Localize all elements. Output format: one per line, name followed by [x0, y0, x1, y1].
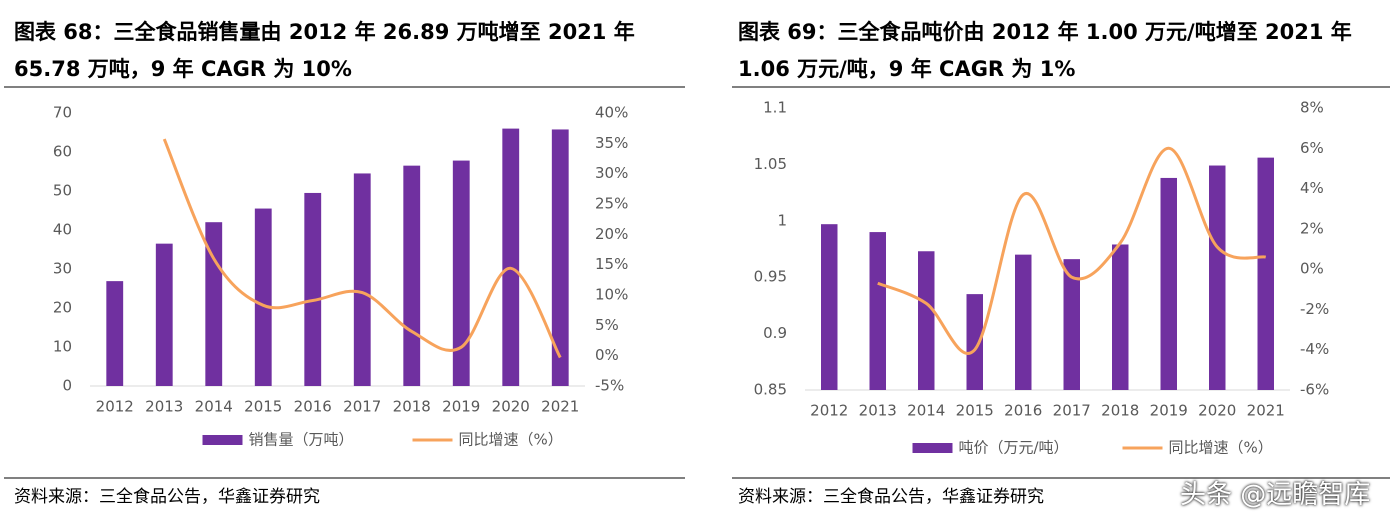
y2-tick-label: 8%	[1300, 99, 1324, 117]
x-tick-label: 2013	[859, 402, 897, 420]
x-tick-label: 2017	[343, 398, 381, 416]
bar	[1015, 254, 1032, 390]
bar	[452, 160, 470, 386]
x-tick-label: 2013	[145, 398, 183, 416]
y2-tick-label: 4%	[1300, 179, 1324, 197]
y2-tick-label: 0%	[595, 346, 619, 364]
legend-label: 同比增速（%）	[1169, 439, 1273, 457]
y2-tick-label: 0%	[1300, 260, 1324, 278]
chart-title: 图表 68：三全食品销售量由 2012 年 26.89 万吨增至 2021 年 …	[14, 20, 635, 81]
bar	[353, 173, 371, 386]
x-tick-label: 2018	[1101, 402, 1139, 420]
bar	[869, 232, 886, 390]
x-tick-label: 2020	[492, 398, 530, 416]
y-tick-label: 1.05	[754, 155, 787, 173]
legend-swatch	[912, 443, 953, 453]
line	[877, 146, 1267, 355]
y2-tick-label: -2%	[1300, 300, 1329, 318]
legend-label: 吨价（万元/吨）	[959, 439, 1069, 457]
y2-tick-label: 10%	[595, 286, 628, 304]
x-tick-label: 2016	[294, 398, 332, 416]
y-tick-label: 0	[62, 377, 72, 395]
x-tick-label: 2018	[393, 398, 431, 416]
x-tick-label: 2021	[541, 398, 579, 416]
bar	[502, 128, 520, 386]
x-tick-label: 2015	[956, 402, 994, 420]
legend-label: 同比增速（%）	[459, 431, 563, 449]
y2-tick-label: 30%	[595, 164, 628, 182]
bar	[155, 243, 173, 386]
legend-label: 销售量（万吨）	[249, 431, 354, 449]
x-tick-label: 2014	[195, 398, 233, 416]
bar	[254, 208, 272, 386]
y2-tick-label: 35%	[595, 134, 628, 152]
x-tick-label: 2015	[244, 398, 282, 416]
bar	[106, 281, 124, 386]
y2-tick-label: -6%	[1300, 381, 1329, 399]
source-note: 资料来源：三全食品公告，华鑫证券研究	[14, 487, 320, 507]
x-tick-label: 2021	[1247, 402, 1285, 420]
bar	[918, 251, 935, 390]
y2-tick-label: 20%	[595, 225, 628, 243]
legend-swatch	[202, 435, 243, 445]
y-tick-label: 50	[53, 182, 72, 200]
y-tick-label: 1.1	[763, 99, 787, 117]
y-tick-label: 0.9	[763, 324, 787, 342]
y2-tick-label: 15%	[595, 255, 628, 273]
y-tick-label: 40	[53, 221, 72, 239]
y-tick-label: 70	[53, 104, 72, 122]
y2-tick-label: 2%	[1300, 219, 1324, 237]
y-tick-label: 0.95	[754, 268, 787, 286]
y-tick-label: 1	[777, 211, 787, 229]
x-tick-label: 2020	[1198, 402, 1236, 420]
y2-tick-label: -4%	[1300, 340, 1329, 358]
bar	[1063, 259, 1080, 390]
line	[162, 138, 562, 359]
x-tick-label: 2012	[96, 398, 134, 416]
y-tick-label: 60	[53, 143, 72, 161]
bar	[551, 129, 569, 386]
y-tick-label: 20	[53, 299, 72, 317]
x-tick-label: 2017	[1053, 402, 1091, 420]
y-tick-label: 10	[53, 338, 72, 356]
bar	[1209, 165, 1226, 390]
bar	[966, 294, 983, 390]
y-tick-label: 30	[53, 260, 72, 278]
bar	[821, 224, 838, 390]
y2-tick-label: -5%	[595, 377, 624, 395]
watermark: 头条 @远瞻智库	[1180, 480, 1371, 510]
x-tick-label: 2014	[907, 402, 945, 420]
bar	[304, 192, 322, 386]
bar	[1257, 157, 1274, 390]
bar	[1112, 244, 1129, 390]
x-tick-label: 2019	[1150, 402, 1188, 420]
bar	[403, 165, 421, 386]
x-tick-label: 2012	[810, 402, 848, 420]
x-tick-label: 2016	[1004, 402, 1042, 420]
chart-title: 图表 69：三全食品吨价由 2012 年 1.00 万元/吨增至 2021 年 …	[738, 20, 1352, 81]
x-tick-label: 2019	[442, 398, 480, 416]
y2-tick-label: 40%	[595, 104, 628, 122]
y2-tick-label: 25%	[595, 195, 628, 213]
y-tick-label: 0.85	[754, 381, 787, 399]
bar	[1160, 177, 1177, 390]
source-note: 资料来源：三全食品公告，华鑫证券研究	[738, 487, 1044, 507]
y2-tick-label: 6%	[1300, 139, 1324, 157]
y2-tick-label: 5%	[595, 316, 619, 334]
